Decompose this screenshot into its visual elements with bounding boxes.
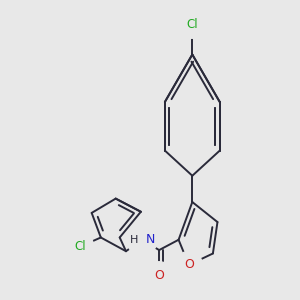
Circle shape [127, 224, 158, 255]
Text: H: H [130, 235, 138, 245]
Text: O: O [154, 269, 164, 282]
Circle shape [146, 262, 172, 289]
Text: Cl: Cl [187, 18, 198, 31]
Circle shape [179, 11, 206, 38]
Circle shape [176, 251, 203, 278]
Text: O: O [184, 258, 194, 272]
Text: Cl: Cl [74, 240, 86, 253]
Text: N: N [146, 233, 155, 246]
Circle shape [67, 233, 94, 260]
